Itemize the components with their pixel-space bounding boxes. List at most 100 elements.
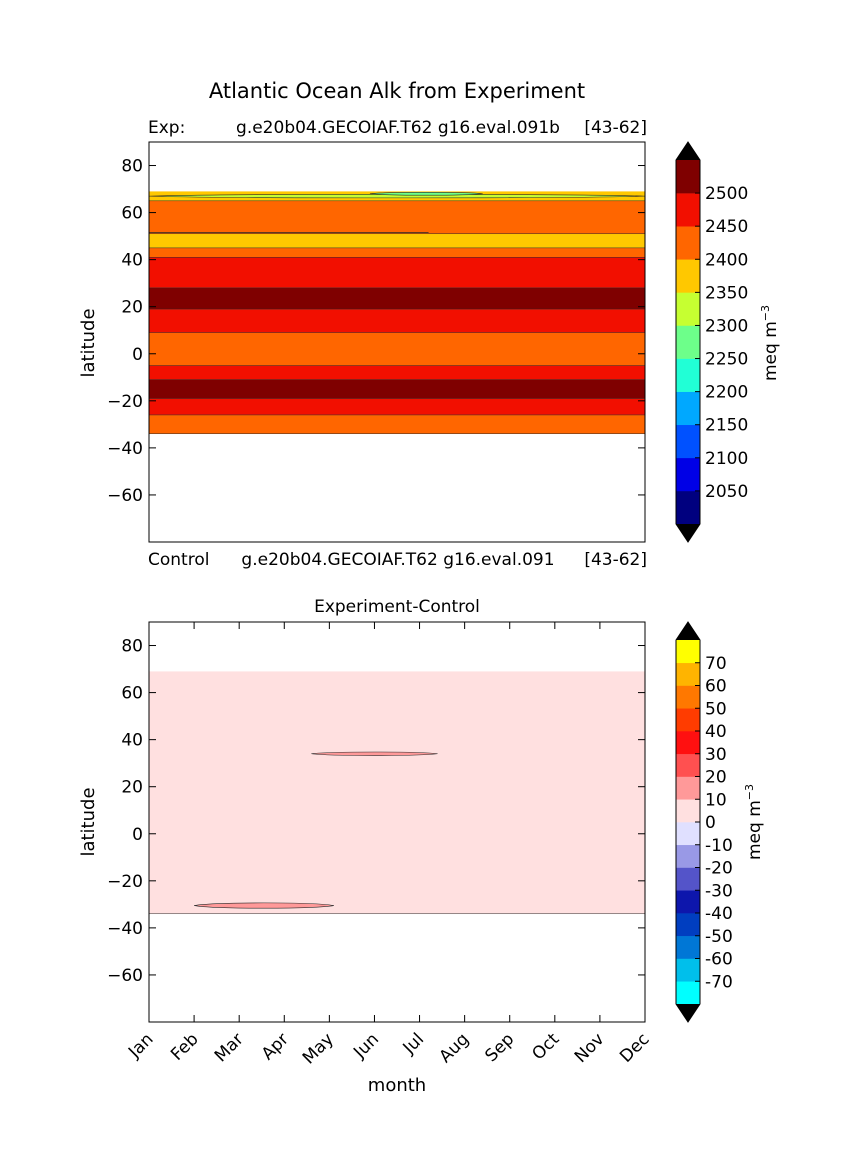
x-tick-label: Oct bbox=[528, 1029, 563, 1064]
x-tick-label: Mar bbox=[211, 1029, 248, 1066]
colorbar-swatch bbox=[676, 958, 700, 982]
contour-band bbox=[149, 287, 645, 310]
x-tick-label: May bbox=[299, 1029, 338, 1068]
panel2-plot-area bbox=[148, 621, 646, 1023]
colorbar-tick-label: 2450 bbox=[705, 217, 748, 237]
colorbar-tick-label: 2050 bbox=[705, 482, 748, 502]
colorbar-tick-label: 2500 bbox=[705, 184, 748, 204]
x-tick-label: Apr bbox=[258, 1029, 293, 1064]
colorbar-tick-label: 2250 bbox=[705, 350, 748, 370]
panel2-ylabel: latitude bbox=[78, 787, 99, 856]
contour-band bbox=[149, 309, 645, 333]
colorbar-swatch bbox=[676, 358, 700, 392]
colorbar-swatch bbox=[676, 935, 700, 959]
colorbar-tick-label: 2400 bbox=[705, 250, 748, 270]
colorbar-tick-label: -70 bbox=[705, 972, 733, 992]
colorbar-tick-label: 10 bbox=[705, 790, 727, 810]
y-tick-label: −40 bbox=[107, 919, 143, 939]
colorbar-swatch bbox=[676, 457, 700, 492]
colorbar-swatch bbox=[676, 160, 700, 194]
x-tick-label: Aug bbox=[436, 1029, 474, 1067]
colorbar-swatch bbox=[676, 662, 700, 686]
colorbar-swatch bbox=[676, 867, 700, 891]
colorbar-swatch bbox=[676, 822, 700, 846]
y-tick-label: −60 bbox=[107, 486, 143, 506]
colorbar-tick-label: 40 bbox=[705, 722, 727, 742]
colorbar-swatch bbox=[676, 490, 700, 525]
colorbar-swatch bbox=[676, 708, 700, 732]
colorbar-swatch bbox=[676, 193, 700, 227]
contour-band bbox=[149, 233, 645, 248]
panel1-colorbar-label: meq m−3 bbox=[759, 305, 781, 381]
x-tick-label: Nov bbox=[571, 1029, 609, 1067]
colorbar-extend-max bbox=[676, 142, 700, 160]
plot-frame bbox=[148, 621, 646, 1023]
plot-frame bbox=[148, 141, 646, 543]
x-tick-label: Jun bbox=[349, 1029, 383, 1063]
y-tick-label: 0 bbox=[132, 825, 143, 845]
colorbar-tick-label: 2350 bbox=[705, 283, 748, 303]
colorbar-swatch bbox=[676, 981, 700, 1005]
colorbar-tick-label: 30 bbox=[705, 745, 727, 765]
panel1-plot-area bbox=[148, 141, 646, 543]
panel1-footer-left: Control bbox=[148, 550, 209, 570]
contour-band bbox=[149, 365, 645, 380]
contour-patch bbox=[194, 902, 334, 909]
colorbar-swatch bbox=[676, 259, 700, 293]
y-tick-label: 80 bbox=[121, 157, 143, 177]
panel1-title-center: g.e20b04.GECOIAF.T62 g16.eval.091b bbox=[236, 118, 560, 138]
y-tick-label: 60 bbox=[121, 204, 143, 224]
contour-band bbox=[149, 257, 645, 288]
panel1-title-right: [43-62] bbox=[584, 118, 647, 138]
contour-band bbox=[149, 200, 645, 234]
colorbar-swatch bbox=[676, 640, 700, 664]
contour-band bbox=[149, 332, 645, 366]
colorbar-tick-label: 2300 bbox=[705, 316, 748, 336]
contour-band bbox=[149, 247, 645, 258]
colorbar-tick-label: 2100 bbox=[705, 449, 748, 469]
colorbar-swatch bbox=[676, 731, 700, 755]
x-tick-label: Jan bbox=[124, 1029, 157, 1062]
y-tick-label: −40 bbox=[107, 439, 143, 459]
panel1-footer-center: g.e20b04.GECOIAF.T62 g16.eval.091 bbox=[241, 550, 554, 570]
colorbar-outline bbox=[675, 141, 701, 543]
colorbar-tick-label: 60 bbox=[705, 677, 727, 697]
panel2-title: Experiment-Control bbox=[314, 597, 480, 617]
figure-title: Atlantic Ocean Alk from Experiment bbox=[209, 79, 585, 103]
panel1-colorbar: 2050 2100 2150 2200 2250 2300 2350 2400 2450 2500 bbox=[675, 141, 748, 543]
colorbar-tick-label: 2150 bbox=[705, 416, 748, 436]
colorbar-extend-min bbox=[676, 1004, 700, 1022]
x-tick-label: Dec bbox=[616, 1029, 653, 1066]
y-tick-label: 0 bbox=[132, 345, 143, 365]
x-tick-label: Feb bbox=[167, 1029, 202, 1064]
difference-panel: Experiment-Control 80 60 40 20 0 −20 −40 −60 Ja… bbox=[78, 597, 765, 1096]
colorbar-swatch bbox=[676, 890, 700, 914]
colorbar-tick-label: 2200 bbox=[705, 383, 748, 403]
y-tick-label: 40 bbox=[121, 731, 143, 751]
colorbar-swatch bbox=[676, 753, 700, 777]
contour-band bbox=[149, 414, 645, 434]
y-tick-label: 20 bbox=[121, 298, 143, 318]
panel2-y-axis: 80 60 40 20 0 −20 −40 −60 bbox=[107, 637, 645, 986]
panel1-y-axis: 80 60 40 20 0 −20 −40 −60 bbox=[107, 157, 645, 506]
colorbar-swatch bbox=[676, 292, 700, 326]
colorbar-swatch bbox=[676, 844, 700, 868]
contour-band bbox=[149, 398, 645, 415]
contour-band bbox=[149, 379, 645, 399]
contour-patch bbox=[311, 751, 438, 756]
panel2-colorbar-label: meq m−3 bbox=[743, 784, 765, 860]
colorbar-tick-label: 20 bbox=[705, 768, 727, 788]
panel1-ylabel: latitude bbox=[78, 308, 99, 377]
y-tick-label: 40 bbox=[121, 251, 143, 271]
colorbar-extend-max bbox=[676, 622, 700, 640]
panel1-title-left: Exp: bbox=[148, 118, 185, 138]
colorbar-tick-label: -40 bbox=[705, 904, 733, 924]
colorbar-tick-label: -50 bbox=[705, 927, 733, 947]
contour-band bbox=[149, 671, 645, 914]
experiment-panel: Exp: g.e20b04.GECOIAF.T62 g16.eval.091b … bbox=[78, 118, 781, 570]
colorbar-extend-min bbox=[676, 524, 700, 542]
colorbar-swatch bbox=[676, 913, 700, 937]
contour-patch bbox=[369, 192, 483, 196]
y-tick-label: −60 bbox=[107, 966, 143, 986]
